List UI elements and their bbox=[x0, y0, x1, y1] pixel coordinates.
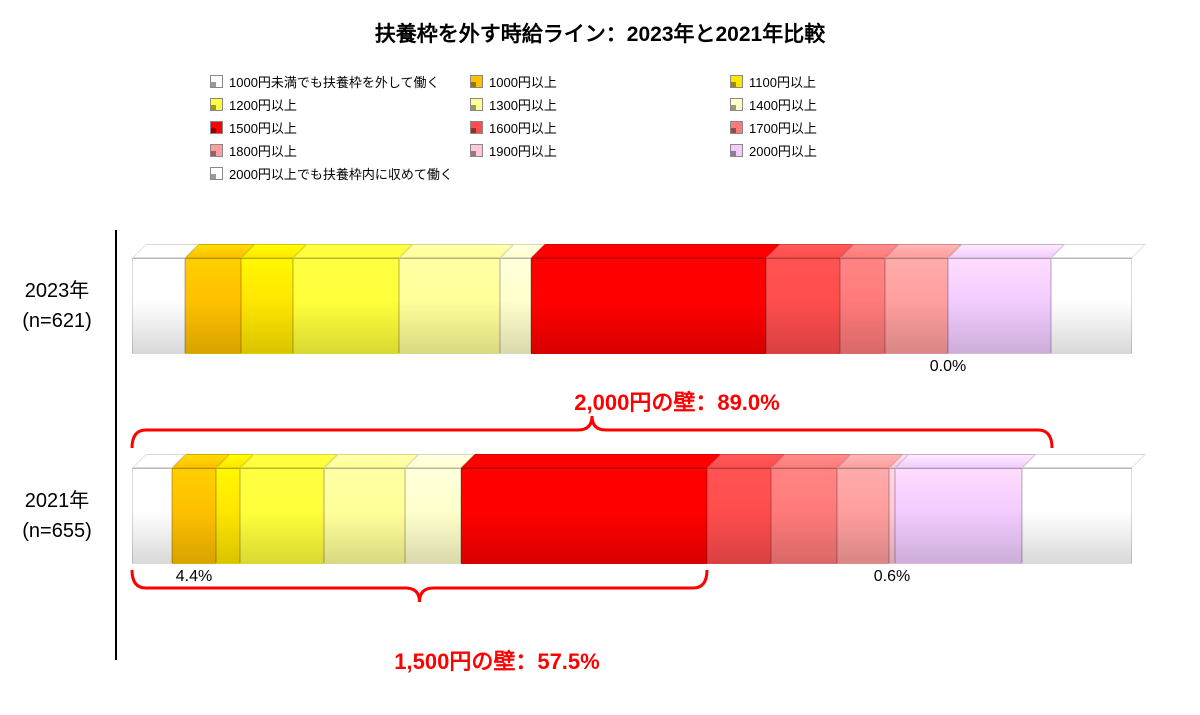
legend-item: 1800円以上 bbox=[210, 141, 470, 160]
legend-swatch bbox=[730, 98, 743, 111]
legend-swatch bbox=[730, 75, 743, 88]
legend-label: 1500円以上 bbox=[229, 118, 297, 137]
legend-swatch bbox=[210, 121, 223, 134]
legend-label: 1800円以上 bbox=[229, 141, 297, 160]
chart-title: 扶養枠を外す時給ライン：2023年と2021年比較 bbox=[0, 0, 1200, 48]
legend-swatch bbox=[470, 121, 483, 134]
legend-item: 2000円以上 bbox=[730, 141, 990, 160]
plot-area: 2023年(n=621)5.3%5.6%5.2%10.6%10.1%3.1%23… bbox=[115, 230, 1155, 660]
legend-label: 1100円以上 bbox=[749, 72, 816, 91]
row-label-2023: 2023年(n=621) bbox=[7, 276, 107, 336]
legend-swatch bbox=[470, 75, 483, 88]
legend-item: 1900円以上 bbox=[470, 141, 730, 160]
legend-label: 1000円未満でも扶養枠を外して働く bbox=[229, 72, 440, 91]
legend-item: 1300円以上 bbox=[470, 95, 730, 114]
legend-label: 1000円以上 bbox=[489, 72, 557, 91]
legend-item: 1000円以上 bbox=[470, 72, 730, 91]
legend-item: 1500円以上 bbox=[210, 118, 470, 137]
legend-label: 1600円以上 bbox=[489, 118, 557, 137]
legend-label: 1200円以上 bbox=[229, 95, 297, 114]
legend: 1000円未満でも扶養枠を外して働く 1000円以上 1100円以上 1200円以上 1… bbox=[210, 72, 990, 183]
legend-label: 1700円以上 bbox=[749, 118, 817, 137]
legend-item: 1700円以上 bbox=[730, 118, 990, 137]
legend-swatch bbox=[730, 144, 743, 157]
legend-item: 1600円以上 bbox=[470, 118, 730, 137]
legend-label: 1400円以上 bbox=[749, 95, 817, 114]
legend-swatch bbox=[470, 98, 483, 111]
legend-item: 1400円以上 bbox=[730, 95, 990, 114]
brace-down bbox=[117, 230, 1177, 690]
row-label-2021: 2021年(n=655) bbox=[7, 486, 107, 546]
legend-item: 1100円以上 bbox=[730, 72, 990, 91]
legend-label: 2000円以上でも扶養枠内に収めて働く bbox=[229, 164, 453, 183]
legend-swatch bbox=[470, 144, 483, 157]
legend-swatch bbox=[210, 167, 223, 180]
legend-label: 1900円以上 bbox=[489, 141, 557, 160]
legend-swatch bbox=[210, 144, 223, 157]
legend-item: 1000円未満でも扶養枠を外して働く bbox=[210, 72, 470, 91]
legend-swatch bbox=[730, 121, 743, 134]
legend-label: 2000円以上 bbox=[749, 141, 817, 160]
legend-label: 1300円以上 bbox=[489, 95, 557, 114]
legend-item: 2000円以上でも扶養枠内に収めて働く bbox=[210, 164, 470, 183]
legend-swatch bbox=[210, 98, 223, 111]
legend-swatch bbox=[210, 75, 223, 88]
legend-item: 1200円以上 bbox=[210, 95, 470, 114]
